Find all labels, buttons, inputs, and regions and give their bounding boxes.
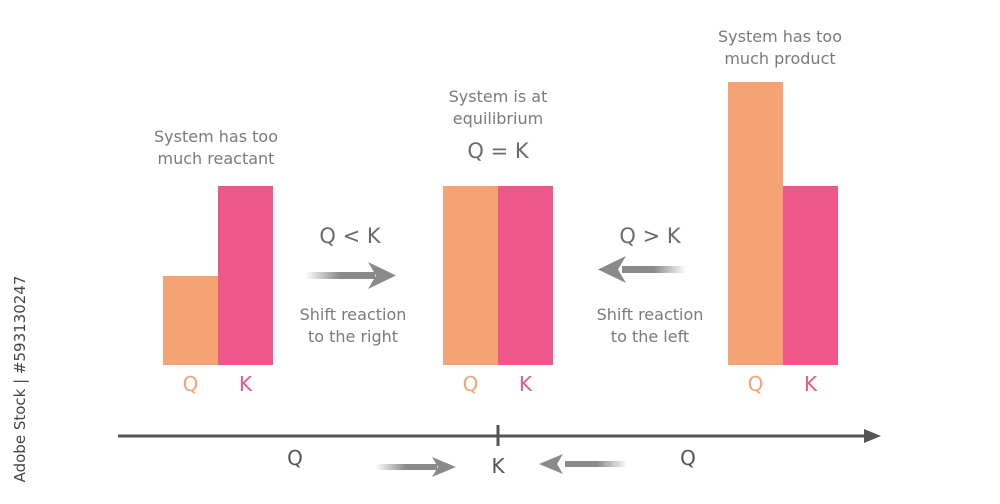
- caption-line: Shift reaction: [596, 305, 704, 324]
- axis-q-right-label: Q: [680, 446, 696, 470]
- watermark: Adobe Stock | #593130247: [0, 260, 40, 504]
- k-label: K: [803, 372, 818, 396]
- caption-line: System has too: [154, 127, 278, 146]
- k-bar: [218, 186, 273, 365]
- k-label: K: [518, 372, 533, 396]
- caption-line: System has too: [718, 27, 842, 46]
- q-bar: [443, 186, 498, 365]
- caption-line: to the left: [610, 327, 690, 346]
- axis-left-arrow-icon: [539, 454, 628, 474]
- panel-caption: System is at equilibrium: [398, 86, 598, 130]
- relation-q-less-k: Q < K: [319, 224, 381, 248]
- q-label: Q: [182, 372, 199, 396]
- axis-k-label: K: [491, 454, 505, 478]
- caption-line: to the right: [307, 327, 399, 346]
- k-label: K: [238, 372, 253, 396]
- caption-line: much reactant: [157, 149, 275, 168]
- caption-line: much product: [724, 49, 836, 68]
- caption-line: System is at: [448, 87, 548, 106]
- shift-left-arrow-icon: [598, 256, 686, 283]
- shift-right-text: Shift reaction to the right: [253, 304, 453, 348]
- relation-q-greater-k: Q > K: [619, 224, 681, 248]
- k-bar: [783, 186, 838, 365]
- watermark-text: Adobe Stock | #593130247: [11, 275, 29, 483]
- caption-line: equilibrium: [452, 109, 544, 128]
- shift-right-arrow-icon: [305, 262, 396, 289]
- axis-q-left-label: Q: [287, 446, 303, 470]
- q-bar: [728, 82, 783, 365]
- q-bar: [163, 275, 218, 365]
- axis-line: [118, 425, 881, 446]
- panel-caption: System has too much product: [680, 26, 880, 70]
- axis-right-arrow-icon: [375, 457, 456, 477]
- caption-line: Shift reaction: [299, 305, 407, 324]
- q-label: Q: [747, 372, 764, 396]
- q-label: Q: [462, 372, 479, 396]
- shift-left-text: Shift reaction to the left: [550, 304, 750, 348]
- relation-label: Q = K: [467, 139, 529, 163]
- k-bar: [498, 186, 553, 365]
- panel-caption: System has too much reactant: [116, 126, 316, 170]
